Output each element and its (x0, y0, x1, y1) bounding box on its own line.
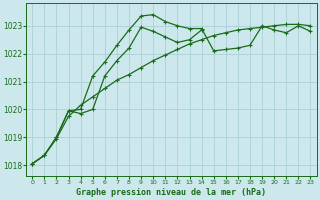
X-axis label: Graphe pression niveau de la mer (hPa): Graphe pression niveau de la mer (hPa) (76, 188, 266, 197)
